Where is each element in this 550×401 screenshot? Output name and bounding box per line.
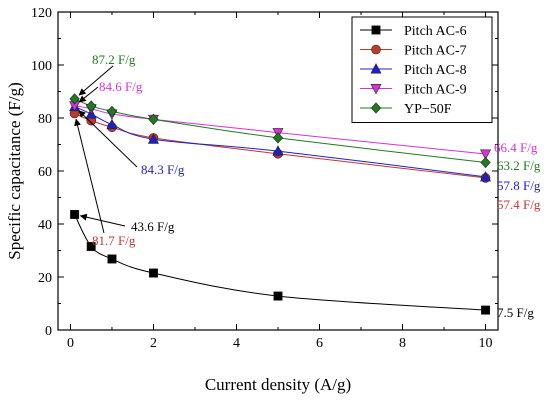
annotation-arrow: [79, 213, 126, 227]
marker-triangle-down: [370, 84, 382, 95]
marker-triangle-up: [106, 118, 118, 130]
marker-triangle-up: [480, 170, 492, 182]
annotation-label: 63.2 F/g: [497, 158, 541, 173]
legend-label: YP−50F: [404, 102, 452, 117]
y-tick-label: 0: [45, 324, 52, 339]
marker-triangle-up: [147, 133, 159, 144]
x-tick-label: 4: [233, 336, 240, 351]
y-tick-label: 120: [31, 6, 52, 21]
marker-square: [107, 254, 117, 264]
legend-label: Pitch AC-7: [404, 44, 467, 59]
marker-diamond: [69, 93, 80, 105]
legend-label: Pitch AC-6: [404, 24, 467, 39]
annotation-label: 84.6 F/g: [99, 79, 143, 94]
annotation-arrow: [74, 118, 105, 234]
marker-diamond: [86, 100, 97, 112]
y-tick-label: 60: [38, 165, 52, 180]
annotation-label: 7.5 F/g: [497, 305, 534, 320]
annotation-arrow: [78, 65, 114, 96]
y-tick-label: 80: [38, 112, 52, 127]
x-axis-label: Current density (A/g): [205, 375, 351, 394]
annotations: 87.2 F/g 84.6 F/g 84.3 F/g 81.7 F/g43.6 F/g…: [74, 52, 541, 320]
annotation-label: 87.2 F/g: [92, 52, 136, 67]
marker-square: [70, 209, 80, 219]
annotation-arrow: [78, 86, 99, 103]
marker-square: [148, 268, 158, 278]
x-tick-label: 0: [67, 336, 74, 351]
x-tick-label: 6: [316, 336, 323, 351]
marker-square: [481, 305, 491, 315]
marker-square: [273, 291, 283, 301]
legend: Pitch AC-6 Pitch AC-7 Pitch AC-8 Pitch AC-9…: [351, 16, 493, 123]
y-tick-label: 40: [38, 218, 52, 233]
marker-diamond: [148, 113, 159, 125]
marker-diamond: [106, 105, 118, 118]
series-line-pitch-ac-7: [74, 113, 486, 179]
series-markers: [69, 93, 492, 315]
marker-triangle-down: [480, 149, 492, 160]
marker-triangle-up: [370, 63, 382, 74]
marker-square: [86, 242, 96, 252]
annotation-label: 84.3 F/g: [141, 162, 185, 177]
x-tick-label: 10: [479, 336, 493, 351]
y-tick-label: 20: [38, 271, 52, 286]
y-axis-label: Specific capacitance (F/g): [5, 82, 24, 259]
marker-diamond: [272, 132, 284, 144]
legend-label: Pitch AC-8: [404, 63, 467, 78]
annotation-label: 66.4 F/g: [494, 140, 538, 155]
marker-diamond: [370, 102, 382, 114]
marker-square: [371, 25, 381, 35]
marker-diamond: [480, 156, 491, 169]
annotation-label: 57.4 F/g: [497, 197, 541, 212]
marker-triangle-up: [272, 145, 284, 156]
x-tick-label: 8: [399, 336, 406, 351]
annotation-label: 43.6 F/g: [131, 219, 175, 234]
legend-label: Pitch AC-9: [404, 83, 467, 98]
marker-circle: [371, 44, 381, 55]
annotation-label: 57.8 F/g: [497, 178, 541, 193]
annotation-label: 81.7 F/g: [92, 233, 136, 248]
x-tick-label: 2: [150, 336, 157, 351]
y-tick-label: 100: [31, 59, 52, 74]
annotation-arrow: [78, 110, 138, 168]
